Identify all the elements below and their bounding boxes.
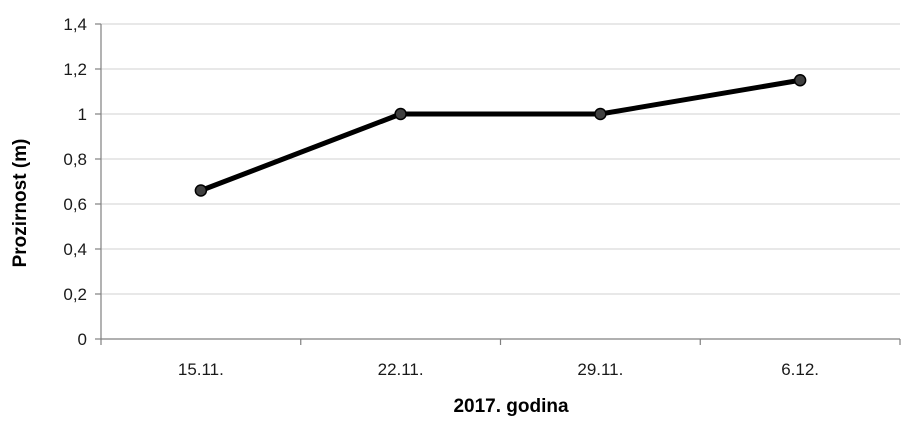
x-tick-label: 22.11. [378, 360, 424, 379]
x-tick-label: 6.12. [781, 360, 819, 379]
data-point-marker [394, 107, 407, 121]
gridlines [101, 23, 900, 295]
data-point-marker [793, 74, 807, 87]
series-line [198, 77, 803, 193]
y-tick-label: 1,2 [63, 60, 87, 79]
y-tick-label: 0 [78, 330, 87, 349]
data-point-marker [194, 184, 208, 197]
axes [95, 23, 901, 345]
x-axis-title: 2017. godina [453, 396, 569, 417]
series-group [194, 74, 807, 197]
y-tick-label: 0,2 [63, 285, 87, 304]
y-tick-label: 0,6 [63, 195, 87, 214]
data-point-marker [594, 107, 607, 121]
y-axis-tick-labels: 0 0,2 0,4 0,6 0,8 1 1,2 1,4 [63, 15, 87, 349]
y-tick-label: 1,4 [63, 15, 87, 34]
y-tick-label: 1 [78, 105, 87, 124]
x-tick-label: 29.11. [577, 360, 623, 379]
x-tick-label: 15.11. [178, 360, 224, 379]
x-axis-tick-labels: 15.11. 22.11. 29.11. 6.12. [178, 360, 819, 379]
y-tick-label: 0,8 [63, 150, 87, 169]
y-axis-title: Prozirnost (m) [10, 139, 31, 268]
y-tick-label: 0,4 [63, 240, 87, 259]
